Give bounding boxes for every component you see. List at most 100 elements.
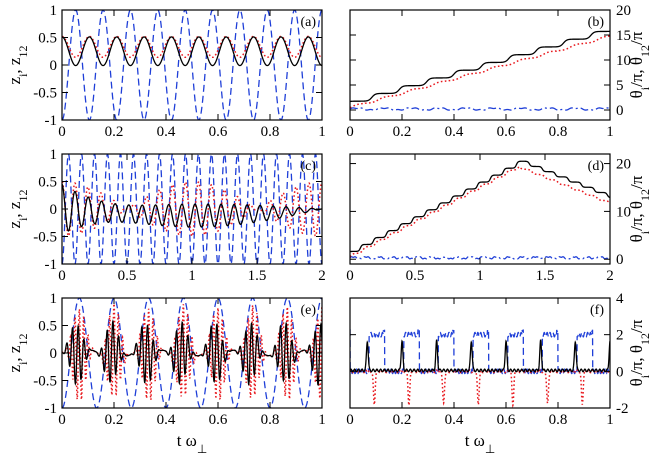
x-tick-label: 0.6 [497, 412, 516, 428]
series-z12 [62, 36, 322, 67]
x-tick-label: 1 [606, 412, 614, 428]
y-tick-label: 1 [50, 291, 58, 307]
y-tick-label: 0.5 [38, 319, 57, 335]
x-tick-label: 0.6 [497, 124, 516, 140]
x-tick-label: 0.6 [209, 124, 228, 140]
panel-label: (d) [588, 159, 605, 174]
y-tick-label: 4 [616, 291, 624, 307]
x-tick-label: 1 [188, 268, 196, 284]
x-tick-label: 0.8 [261, 124, 280, 140]
y-tick-label: -0.5 [33, 230, 57, 246]
y-tick-label: 2 [616, 328, 624, 344]
x-tick-label: 0 [346, 268, 354, 284]
series-z2 [62, 35, 322, 59]
x-tick-label: 0 [346, 124, 354, 140]
panel-label: (c) [300, 159, 316, 174]
series-z2 [62, 303, 322, 401]
y-tick-label: -1 [45, 113, 58, 129]
plot-frame [349, 9, 611, 121]
y-axis-label: zi, z12 [5, 46, 30, 85]
series-1 [350, 256, 610, 260]
panel-label: (b) [588, 15, 605, 30]
x-axis-label: t ω⊥ [177, 431, 208, 456]
series-12 [350, 339, 610, 373]
x-tick-label: 0 [58, 412, 66, 428]
series-z1 [62, 10, 322, 120]
series-2 [350, 165, 610, 258]
x-tick-label: 0.4 [445, 412, 464, 428]
y-tick-label: -0.5 [33, 86, 57, 102]
y-axis-label: zi, z12 [5, 334, 30, 373]
series-2 [350, 35, 610, 109]
y-axis-label: θi/π, θ12/π [627, 319, 652, 386]
y-tick-label: 0 [616, 103, 624, 119]
y-axis-label: zi, z12 [5, 190, 30, 229]
y-tick-label: -1 [45, 401, 58, 417]
series-z1 [62, 154, 322, 264]
y-tick-label: 15 [616, 28, 631, 44]
x-tick-label: 0.2 [393, 412, 412, 428]
panel-c: 0 0.5 1 1.5 2 -1 -0.5 0 0.5 1 (c) zi, z12 [5, 147, 326, 284]
x-tick-label: 0 [346, 412, 354, 428]
x-tick-label: 1 [476, 268, 484, 284]
x-tick-label: 0.2 [105, 412, 124, 428]
series-z12 [62, 319, 322, 387]
y-tick-label: 0 [50, 202, 58, 218]
x-tick-label: 0.2 [105, 124, 124, 140]
x-tick-label: 2 [606, 268, 614, 284]
series-2 [350, 369, 610, 408]
x-tick-label: 0.8 [549, 124, 568, 140]
x-tick-label: 2 [318, 268, 326, 284]
x-tick-label: 0.2 [393, 124, 412, 140]
x-tick-label: 1.5 [536, 268, 555, 284]
x-tick-label: 1.5 [248, 268, 267, 284]
y-tick-label: -0.5 [33, 374, 57, 390]
y-tick-label: -1 [45, 257, 58, 273]
panel-a: 0 0.2 0.4 0.6 0.8 1 -1 -0.5 0 0.5 1 (a) zi, z12 [5, 3, 326, 140]
y-tick-label: 1 [50, 3, 58, 19]
y-tick-label: 10 [616, 53, 631, 69]
series-1 [350, 329, 610, 375]
x-tick-label: 0.8 [261, 412, 280, 428]
y-axis-label: θi/π, θ12/π [627, 31, 652, 98]
y-tick-label: 0 [616, 252, 624, 268]
x-tick-label: 0 [58, 268, 66, 284]
y-tick-label: 5 [616, 78, 624, 94]
panel-label: (f) [590, 303, 604, 318]
plot-frame [61, 153, 323, 265]
x-axis-label: t ω⊥ [465, 431, 496, 456]
panel-f: 0 0.2 0.4 0.6 0.8 1-2 0 2 4 (f) θi/π, θ12/π t ω⊥ [346, 291, 652, 456]
y-tick-label: 10 [616, 204, 631, 220]
series-z2 [62, 181, 322, 238]
y-tick-label: 20 [616, 157, 631, 173]
series-z12 [62, 183, 322, 232]
x-tick-label: 0.4 [445, 124, 464, 140]
plot-frame [349, 153, 611, 265]
panel-label: (e) [300, 303, 316, 318]
y-tick-label: 20 [616, 3, 631, 19]
panel-label: (a) [300, 15, 316, 30]
series-12 [350, 30, 610, 103]
series-12 [350, 160, 610, 253]
y-tick-label: -2 [616, 401, 629, 417]
y-tick-label: 0 [50, 58, 58, 74]
y-tick-label: 1 [50, 147, 58, 163]
y-tick-label: 0 [616, 364, 624, 380]
x-tick-label: 0.5 [406, 268, 425, 284]
series-1 [350, 107, 610, 111]
x-tick-label: 1 [318, 124, 326, 140]
plot-frame [349, 297, 611, 409]
x-tick-label: 0.6 [209, 412, 228, 428]
x-tick-label: 1 [318, 412, 326, 428]
y-tick-label: 0.5 [38, 175, 57, 191]
y-tick-label: 0.5 [38, 31, 57, 47]
panel-e: 0 0.2 0.4 0.6 0.8 1 -1 -0.5 0 0.5 1 (e) zi, z12 t ω⊥ [5, 291, 326, 456]
x-tick-label: 0 [58, 124, 66, 140]
x-tick-label: 1 [606, 124, 614, 140]
y-tick-label: 0 [50, 346, 58, 362]
y-axis-label: θi/π, θ12/π [627, 175, 652, 242]
x-tick-label: 0.5 [118, 268, 137, 284]
